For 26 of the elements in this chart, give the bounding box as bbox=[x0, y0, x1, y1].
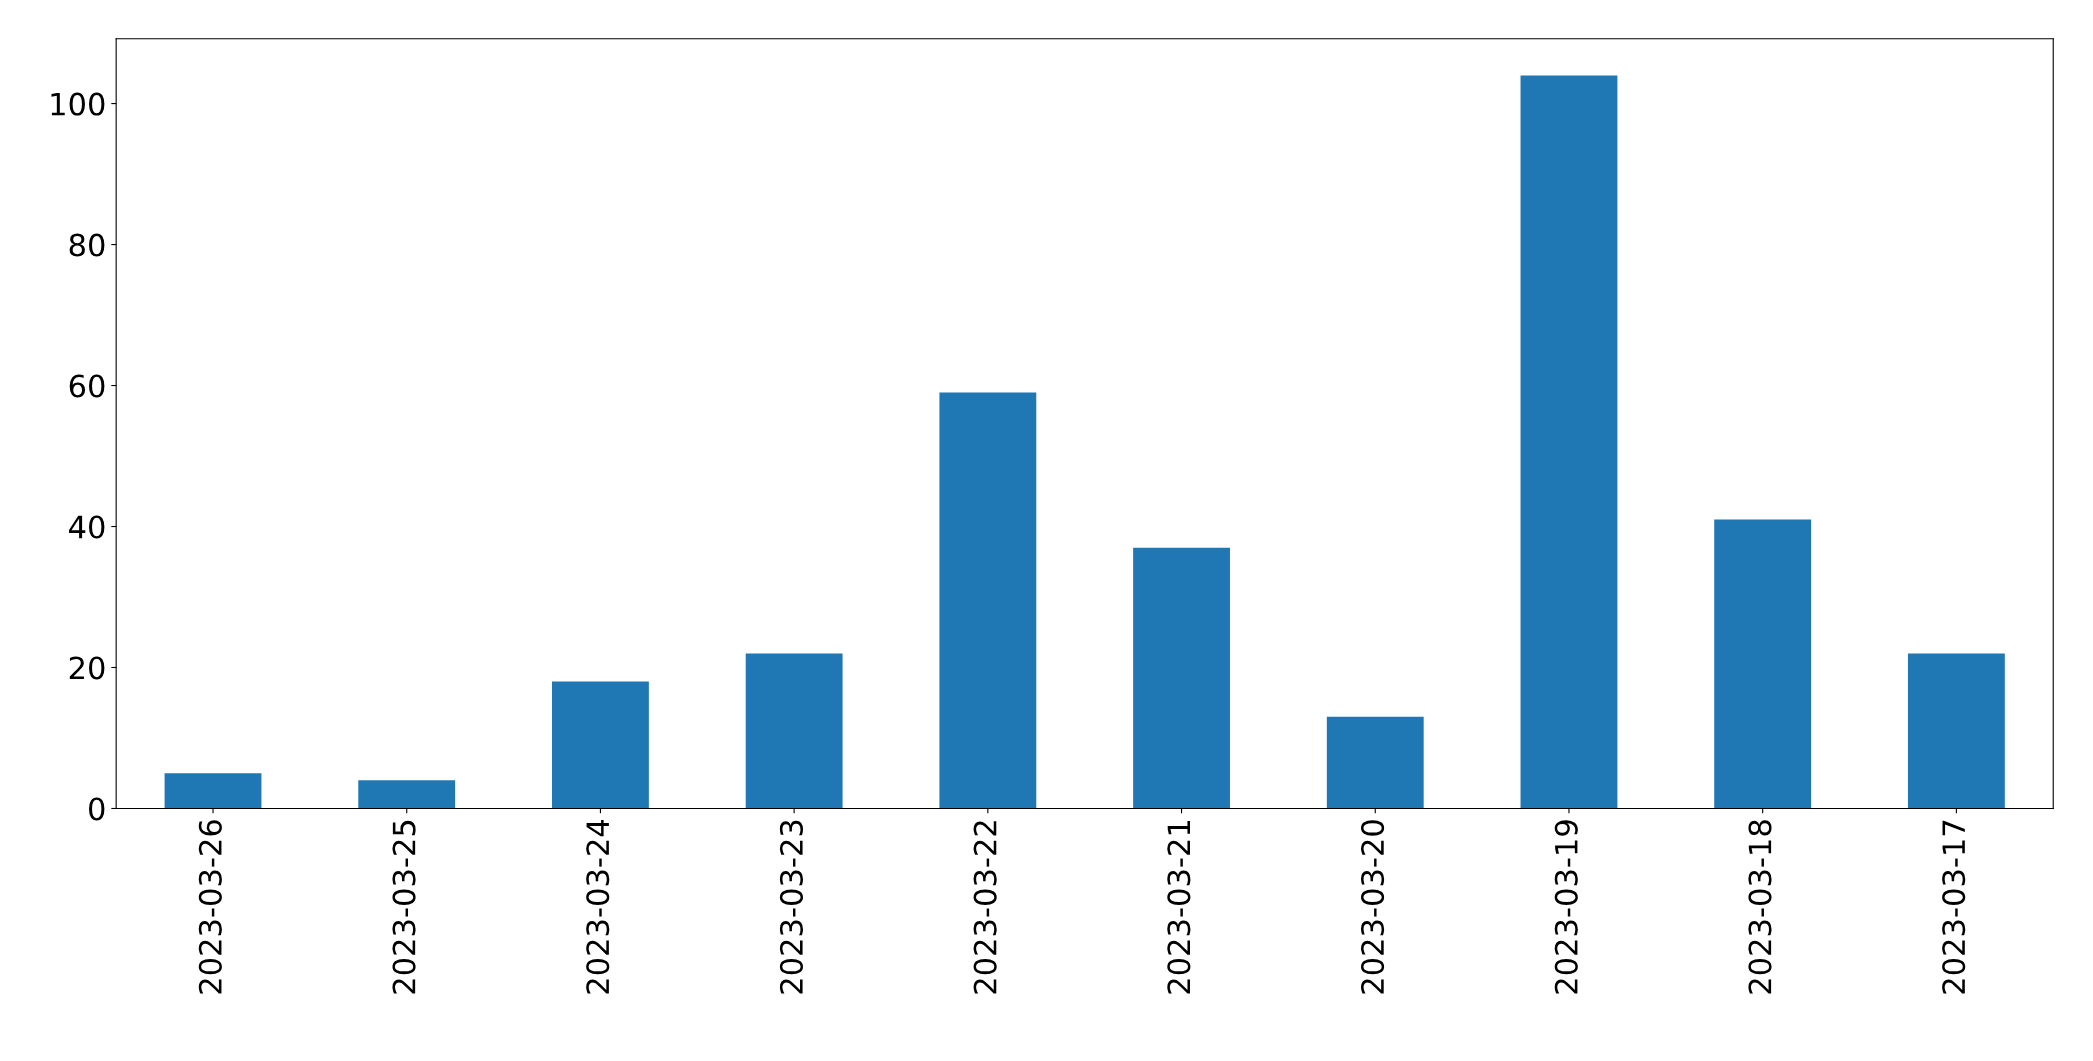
bar bbox=[1133, 547, 1230, 809]
bar bbox=[1326, 716, 1424, 809]
x-tick-label: 2023-03-19 bbox=[1554, 820, 1578, 994]
x-tick-label: 2023-03-25 bbox=[392, 820, 416, 994]
x-tick-label: 2023-03-24 bbox=[586, 819, 610, 994]
bar bbox=[552, 681, 649, 809]
bar bbox=[1520, 75, 1618, 809]
x-tick-label: 2023-03-17 bbox=[1942, 820, 1966, 994]
y-tick-label: 40 bbox=[69, 515, 105, 539]
x-tick-label: 2023-03-18 bbox=[1748, 820, 1772, 994]
y-tick-label: 80 bbox=[69, 233, 105, 257]
bar bbox=[1714, 519, 1812, 809]
bar bbox=[1907, 653, 2005, 809]
bar bbox=[164, 773, 262, 809]
y-tick-label: 100 bbox=[51, 92, 105, 116]
bar bbox=[745, 653, 843, 809]
y-tick-label: 60 bbox=[69, 374, 105, 398]
y-tick-label: 20 bbox=[69, 656, 105, 680]
bar bbox=[358, 780, 456, 809]
x-tick-label: 2023-03-26 bbox=[198, 820, 222, 994]
bar bbox=[939, 392, 1037, 809]
y-tick-label: 0 bbox=[89, 797, 105, 821]
x-tick-label: 2023-03-20 bbox=[1361, 820, 1385, 994]
x-tick-label: 2023-03-21 bbox=[1167, 821, 1191, 994]
x-tick-label: 2023-03-22 bbox=[973, 821, 997, 994]
x-tick-label: 2023-03-23 bbox=[779, 820, 803, 994]
